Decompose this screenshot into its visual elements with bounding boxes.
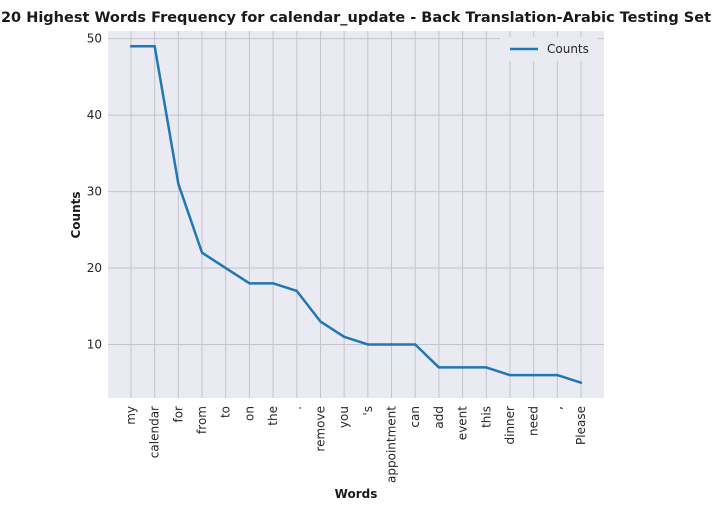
x-axis-label: Words xyxy=(335,487,378,501)
x-tick-label: for xyxy=(171,406,185,423)
data-point xyxy=(532,373,535,377)
x-tick-label: remove xyxy=(313,406,327,452)
data-point xyxy=(461,366,464,369)
x-tick-label: 's xyxy=(361,406,375,416)
x-tick-label: Please xyxy=(574,406,588,445)
x-tick-label: dinner xyxy=(503,406,517,445)
plot-area xyxy=(108,31,604,398)
data-point xyxy=(153,45,156,48)
y-tick-label: 40 xyxy=(87,108,102,122)
y-tick-label: 30 xyxy=(87,185,102,199)
x-tick-label: on xyxy=(242,406,256,421)
y-axis-ticks: 10 20 30 40 50 xyxy=(87,32,102,352)
x-tick-label: this xyxy=(479,406,493,428)
data-point xyxy=(485,366,488,369)
x-tick-label: calendar xyxy=(148,406,162,458)
x-tick-label: event xyxy=(456,406,470,440)
y-axis-label: Counts xyxy=(69,191,83,238)
x-tick-label: , xyxy=(550,406,564,410)
x-tick-label: to xyxy=(219,406,233,418)
x-tick-label: appointment xyxy=(385,406,399,483)
data-point xyxy=(437,366,441,369)
grid xyxy=(108,31,604,398)
legend: Counts xyxy=(500,37,598,61)
data-point xyxy=(414,343,417,346)
x-tick-label: my xyxy=(124,406,138,425)
x-tick-label: from xyxy=(195,406,209,434)
legend-label: Counts xyxy=(547,42,589,56)
data-point xyxy=(366,343,370,346)
y-tick-label: 10 xyxy=(87,337,102,351)
data-point xyxy=(295,289,298,293)
x-tick-label: the xyxy=(266,406,280,426)
chart-title: 20 Highest Words Frequency for calendar_… xyxy=(1,10,711,26)
series-line xyxy=(131,45,582,384)
x-tick-label: need xyxy=(527,406,541,436)
data-point xyxy=(177,182,180,186)
x-tick-label: add xyxy=(432,406,446,429)
data-point xyxy=(200,251,204,254)
y-tick-label: 50 xyxy=(87,32,102,46)
data-point xyxy=(390,343,393,346)
data-point xyxy=(556,373,559,377)
series-layer xyxy=(129,45,583,384)
data-point xyxy=(579,381,583,384)
data-point xyxy=(319,320,322,323)
data-point xyxy=(129,45,133,48)
data-point xyxy=(224,266,227,270)
x-tick-label: can xyxy=(408,406,422,428)
y-tick-label: 20 xyxy=(87,261,102,275)
data-point xyxy=(342,335,346,339)
x-tick-label: . xyxy=(290,406,304,410)
data-point xyxy=(508,373,512,377)
data-point xyxy=(271,282,275,285)
x-axis-ticks: my calendar for from to on the. remove you 's appo… xyxy=(124,406,588,483)
data-point xyxy=(248,282,251,285)
x-tick-label: you xyxy=(337,406,351,428)
